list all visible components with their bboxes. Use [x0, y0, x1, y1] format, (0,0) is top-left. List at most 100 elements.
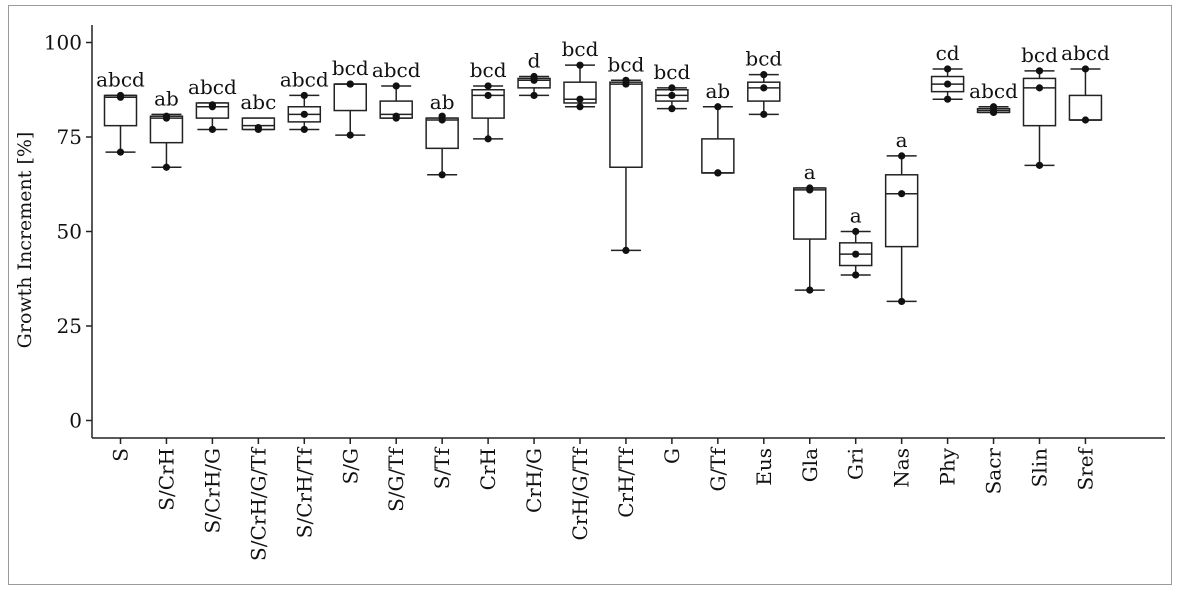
box-iqr: [609, 81, 643, 168]
data-point: [714, 169, 722, 177]
box-iqr: [793, 187, 827, 240]
data-point: [760, 110, 768, 118]
data-point: [806, 286, 814, 294]
significance-letter: cd: [936, 41, 960, 65]
data-point: [989, 103, 998, 111]
box-Eus: bcd: [745, 47, 782, 118]
box-iqr: [747, 81, 781, 102]
figure-frame: [8, 5, 1172, 585]
significance-letter: bcd: [745, 47, 782, 71]
data-point: [1035, 161, 1044, 169]
box-G/Tf: ab: [701, 79, 735, 177]
y-tick-label: 100: [44, 31, 82, 55]
x-tick-label: G: [660, 448, 684, 464]
box-iqr: [701, 138, 735, 174]
data-point: [300, 91, 308, 100]
significance-letter: a: [804, 160, 816, 184]
data-point: [622, 246, 630, 254]
box-S/CrH/G: abcd: [188, 75, 237, 134]
data-point: [1081, 65, 1090, 73]
data-point: [1081, 116, 1090, 124]
box-CrH: bcd: [470, 58, 507, 143]
box-iqr: [884, 174, 919, 248]
box-Phy: cd: [930, 41, 965, 103]
x-tick-label: G/Tf: [706, 446, 730, 491]
data-point: [116, 91, 125, 100]
significance-letter: bcd: [332, 56, 369, 80]
x-tick-label: Nas: [890, 448, 914, 488]
x-tick-label: CrH: [476, 448, 500, 490]
box-S/CrH/G/Tf: abc: [240, 90, 276, 134]
significance-letter: bcd: [1021, 43, 1058, 67]
significance-letter: ab: [154, 86, 179, 110]
significance-letter: bcd: [470, 58, 507, 82]
x-tick-label: S/G: [338, 448, 362, 484]
data-point: [484, 135, 492, 143]
x-tick-label: Gla: [798, 448, 822, 482]
x-tick-label: S/Tf: [430, 446, 454, 489]
data-point: [484, 91, 492, 100]
x-tick-label: Sref: [1073, 446, 1097, 490]
data-point: [300, 125, 308, 134]
box-Gri: a: [838, 204, 873, 279]
y-axis-label: Growth Increment [%]: [14, 132, 36, 349]
data-point: [208, 101, 216, 109]
significance-letter: a: [896, 128, 908, 152]
box-S/CrH/Tf: abcd: [280, 67, 329, 134]
data-point: [300, 110, 308, 118]
significance-letter: abcd: [188, 75, 237, 99]
data-point: [852, 271, 860, 279]
data-point: [852, 250, 860, 258]
x-tick-label: Eus: [752, 448, 776, 486]
data-point: [668, 84, 676, 92]
x-tick-label: Slin: [1028, 448, 1052, 487]
data-point: [438, 112, 446, 120]
data-point: [254, 123, 262, 132]
data-point: [944, 80, 952, 88]
data-point: [668, 105, 676, 113]
y-axis: 0 25 50 75 100: [44, 25, 93, 438]
data-point: [346, 131, 354, 139]
x-tick-label: CrH/Tf: [614, 446, 638, 517]
data-point: [852, 227, 860, 236]
x-tick-label: S: [109, 448, 133, 462]
box-iqr: [1068, 94, 1103, 121]
significance-letter: abcd: [1061, 41, 1110, 65]
x-tick-label: Gri: [844, 448, 868, 480]
data-point: [576, 61, 584, 69]
x-tick-label: S/CrH/G/Tf: [246, 446, 270, 561]
significance-letter: abcd: [372, 58, 421, 82]
significance-letter: ab: [705, 79, 730, 103]
data-point: [898, 190, 906, 198]
data-point: [806, 184, 814, 192]
box-S/CrH: ab: [149, 86, 184, 171]
significance-letter: d: [528, 49, 541, 73]
box-S/G/Tf: abcd: [372, 58, 421, 122]
significance-letter: abcd: [96, 67, 145, 91]
significance-letter: abc: [240, 90, 276, 114]
significance-letter: ab: [430, 90, 455, 114]
x-tick-label: CrH/G/Tf: [568, 446, 592, 540]
data-point: [346, 80, 354, 88]
data-point: [208, 125, 216, 134]
box-Nas: a: [884, 128, 919, 306]
significance-letter: bcd: [608, 52, 645, 76]
data-point: [1035, 67, 1044, 75]
y-tick-label: 25: [57, 314, 82, 338]
data-point: [530, 72, 538, 81]
x-axis: S S/CrH S/CrH/G S/CrH/G/Tf S/CrH/Tf S/G S/G/Tf…: [92, 437, 1165, 561]
significance-letter: abcd: [969, 79, 1018, 103]
data-point: [944, 95, 952, 103]
data-point: [576, 103, 584, 111]
data-point: [714, 103, 722, 111]
x-tick-label: S/CrH/G: [200, 448, 224, 533]
data-point: [530, 91, 538, 100]
data-point: [116, 148, 125, 156]
box-iqr: [333, 83, 367, 112]
data-point: [760, 84, 768, 92]
data-point: [392, 82, 400, 90]
significance-letter: abcd: [280, 67, 329, 91]
y-tick-label: 0: [69, 409, 82, 433]
